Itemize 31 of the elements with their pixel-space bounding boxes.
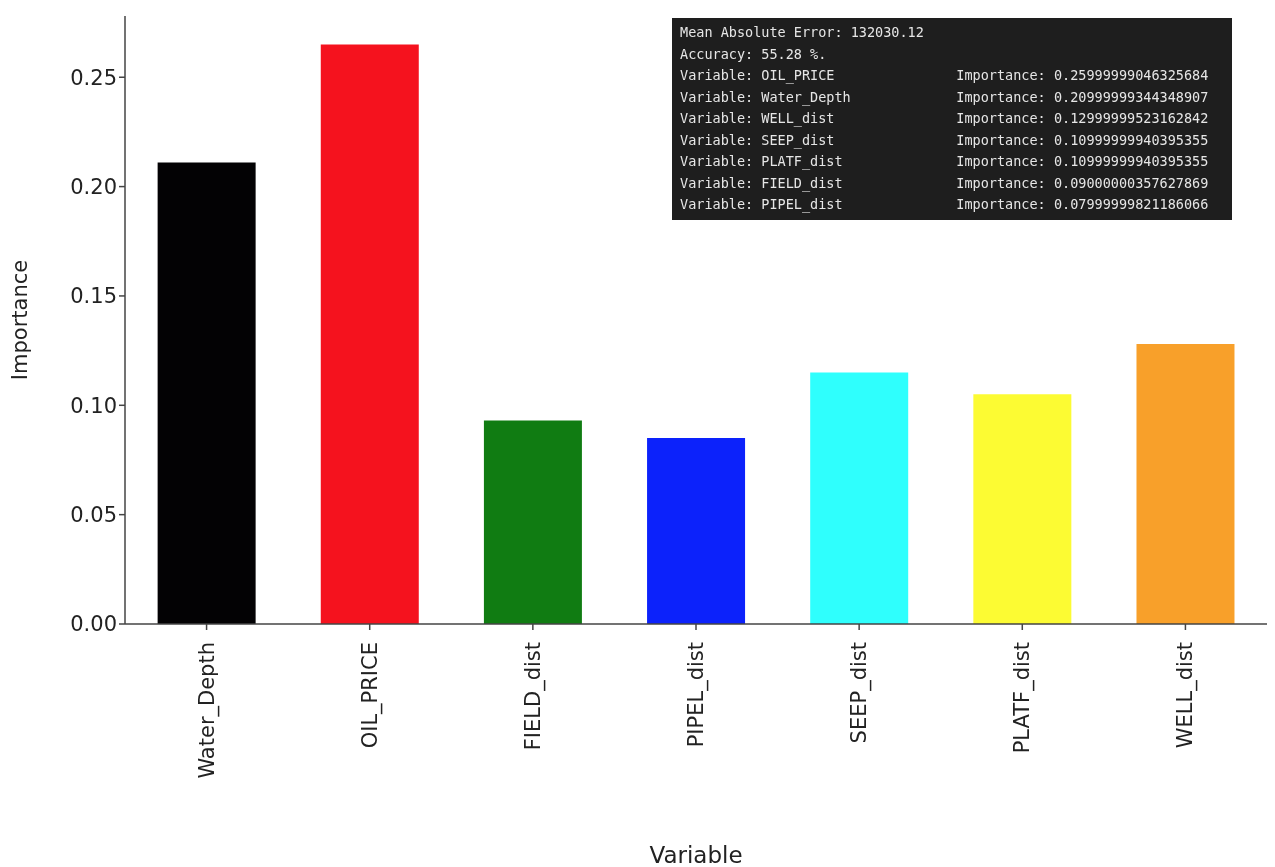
y-tick-label: 0.00: [70, 612, 117, 637]
bar: [483, 420, 582, 624]
bar: [647, 438, 746, 624]
y-tick-label: 0.15: [70, 284, 117, 309]
x-tick-label: PLATF_dist: [1010, 642, 1036, 754]
x-tick-label: FIELD_dist: [520, 642, 546, 751]
y-tick-label: 0.25: [70, 65, 117, 90]
bar: [810, 372, 909, 624]
x-tick-label: PIPEL_dist: [684, 642, 709, 748]
annotation: Variable: WELL_dist Importance: 0.12999999523162842: [680, 109, 1210, 129]
y-axis-title: Importance: [8, 259, 33, 381]
x-tick-label: SEEP_dist: [847, 642, 873, 744]
x-tick-label: WELL_dist: [1173, 642, 1199, 749]
annotation: Variable: PLATF_dist Importance: 0.10999999940395355: [680, 152, 1210, 172]
annotation: Variable: SEEP_dist Importance: 0.10999999940395355: [680, 130, 1210, 151]
bar: [973, 394, 1072, 624]
annotation: Accuracy: 55.28 %.: [680, 44, 828, 64]
x-axis-title: Variable: [649, 842, 743, 867]
bar: [320, 44, 419, 624]
annotation: Variable: PIPEL_dist Importance: 0.07999999821186066: [680, 195, 1210, 215]
y-tick-label: 0.10: [70, 393, 117, 418]
annotation: Variable: FIELD_dist Importance: 0.09000000357627869: [680, 173, 1210, 194]
x-tick-label: Water_Depth: [194, 642, 220, 779]
y-tick-label: 0.05: [70, 503, 117, 528]
annotation: Mean Absolute Error: 132030.12: [680, 23, 925, 42]
bar: [1136, 344, 1235, 624]
bar: [157, 162, 256, 624]
annotation: Variable: OIL_PRICE Importance: 0.25999999046325684: [680, 66, 1210, 86]
annotation: Variable: Water_Depth Importance: 0.20999999344348907: [680, 87, 1210, 108]
y-tick-label: 0.20: [70, 175, 117, 200]
x-tick-label: OIL_PRICE: [357, 642, 383, 749]
